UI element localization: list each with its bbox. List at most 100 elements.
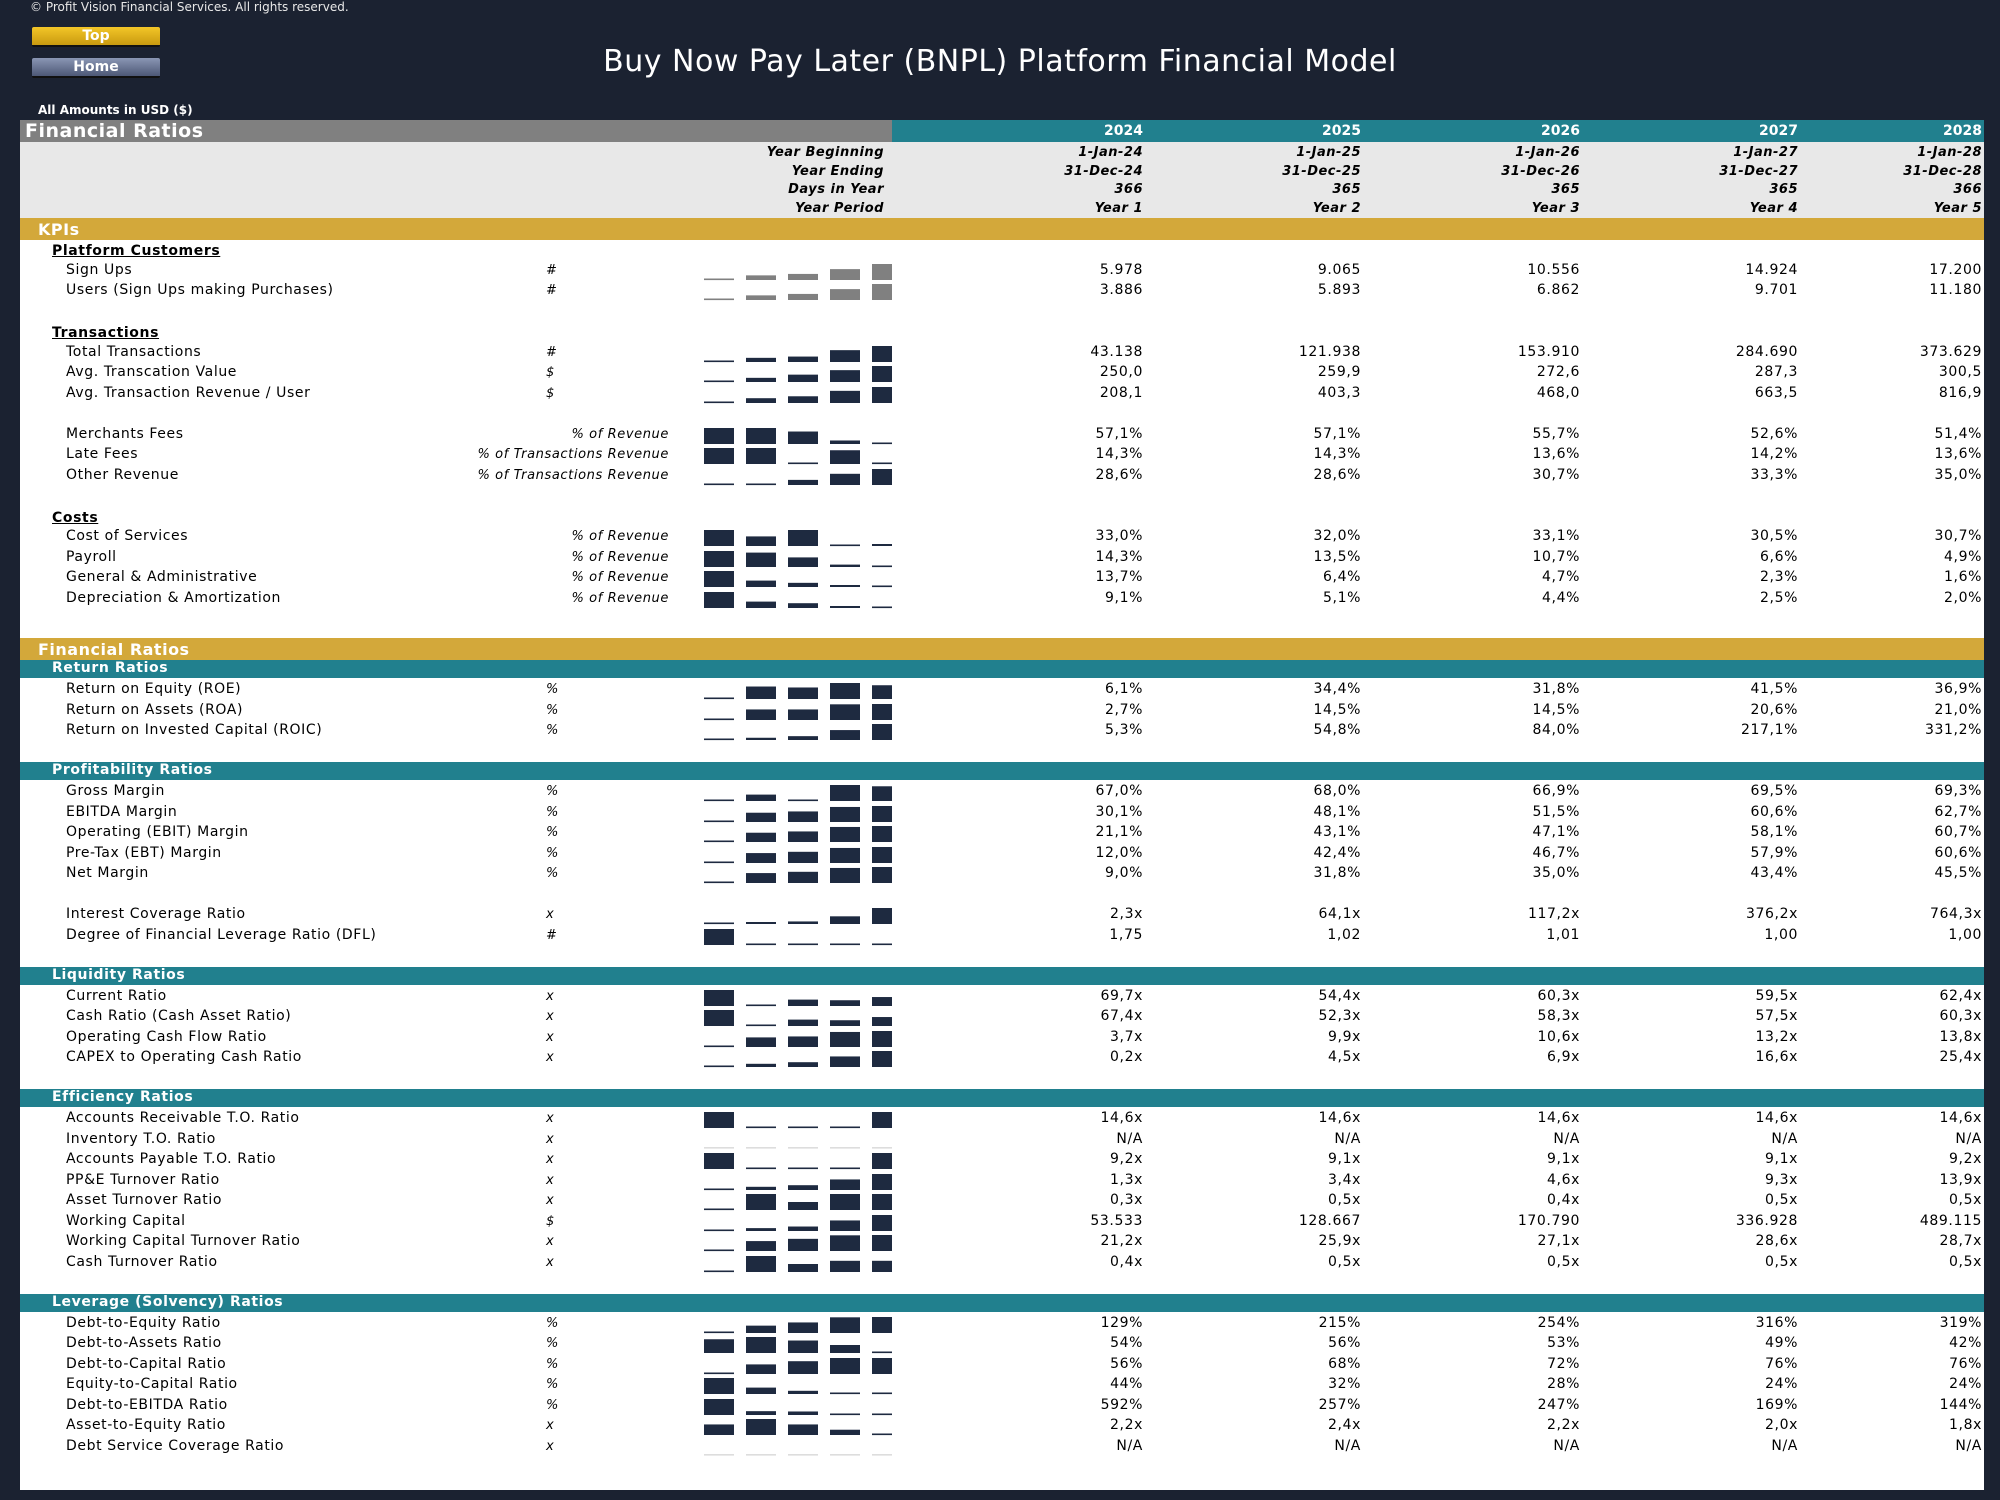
sparkline-bar [788, 799, 818, 802]
sparkline-bar [872, 826, 892, 842]
section-band-label: Financial Ratios [38, 640, 190, 659]
top-button[interactable]: Top [32, 27, 160, 47]
row-label: Avg. Transcation Value [66, 364, 238, 380]
row-label: Debt-to-Assets Ratio [66, 1335, 222, 1351]
sparkline-bar [746, 1194, 776, 1210]
value-cell: 55,7% [1532, 425, 1580, 442]
sparkline-bar [830, 1413, 860, 1415]
value-cell: 13,5% [1313, 548, 1361, 565]
group-band: Profitability Ratios [20, 762, 1984, 780]
value-cell: N/A [1955, 1130, 1982, 1147]
row-label: Pre-Tax (EBT) Margin [66, 844, 222, 861]
value-cell: 28,7x [1939, 1233, 1982, 1249]
row-unit: % [546, 723, 559, 738]
sparkline-bar [830, 605, 860, 608]
sparkline-bar [746, 1241, 776, 1251]
sparkline-bar [872, 544, 892, 546]
row-unit: x [546, 1050, 555, 1065]
period-cell: Year 2 [1312, 200, 1361, 216]
group-band-label: Profitability Ratios [52, 762, 213, 778]
value-cell: N/A [1771, 1130, 1798, 1147]
sparkline [704, 703, 892, 720]
sparkline-bar [872, 1030, 892, 1047]
sparkline-bar [746, 397, 776, 403]
value-cell: 6,1% [1105, 681, 1143, 697]
row-unit: x [546, 1172, 555, 1188]
sparkline-bar [830, 1020, 860, 1026]
sparkline-bar [788, 1062, 818, 1067]
sparkline-bar [788, 1410, 818, 1415]
home-button[interactable]: Home [32, 58, 160, 78]
sparkline-bar [746, 873, 776, 883]
sparkline-bar [872, 1316, 892, 1333]
row-unit: % [546, 825, 559, 840]
row-label: Return on Invested Capital (ROIC) [66, 722, 323, 738]
value-cell: 287,3 [1754, 364, 1798, 380]
row-label: Debt Service Coverage Ratio [66, 1437, 285, 1454]
value-cell: 31,8% [1532, 681, 1580, 697]
sparkline-bar [872, 462, 892, 465]
sparkline-bar [872, 1214, 892, 1231]
sparkline-bar [746, 832, 776, 842]
value-cell: 0,4x [1547, 1192, 1580, 1208]
value-cell: 25,9x [1318, 1233, 1361, 1249]
value-cell: 53% [1547, 1335, 1580, 1351]
sparkline-bar [872, 805, 892, 822]
row-label: CAPEX to Operating Cash Ratio [66, 1049, 302, 1065]
value-cell: 2,4x [1328, 1417, 1361, 1433]
group-band: Liquidity Ratios [20, 966, 1984, 985]
sparkline [704, 366, 892, 383]
value-cell: 62,7% [1934, 803, 1982, 820]
year-header-2026: 2026 [1541, 123, 1580, 139]
value-cell: 57,9% [1750, 844, 1798, 861]
value-cell: N/A [1955, 1437, 1982, 1454]
period-cell: 31-Dec-24 [1064, 163, 1143, 179]
period-cell: 1-Jan-25 [1296, 145, 1361, 160]
row-unit: x [546, 1254, 555, 1270]
sparkline-bar [872, 1260, 892, 1272]
sparkline-bar [746, 1036, 776, 1047]
table-row: Debt-to-EBITDA Ratio% 592% 257% 247% 169% 144… [20, 1396, 1984, 1416]
sparkline-bar [788, 943, 818, 945]
sparkline-bar [746, 1255, 776, 1272]
value-cell: 53.533 [1090, 1212, 1143, 1229]
sparkline-bar [704, 278, 734, 280]
value-cell: 64,1x [1318, 906, 1361, 922]
period-cell: Year 1 [1094, 200, 1143, 216]
row-unit: x [546, 1234, 555, 1249]
value-cell: 35,0% [1532, 865, 1580, 881]
period-row-label: Year Beginning [766, 145, 884, 160]
period-row: Year Ending 31-Dec-24 31-Dec-25 31-Dec-26 31… [20, 164, 1984, 182]
sparkline-bar [704, 738, 734, 741]
sparkline-bar [830, 450, 860, 464]
value-cell: 284.690 [1735, 343, 1798, 360]
period-header-block: Year Beginning 1-Jan-24 1-Jan-25 1-Jan-26 1-… [20, 142, 1984, 218]
period-cell: 31-Dec-27 [1719, 163, 1798, 179]
sparkline-bar [830, 1345, 860, 1353]
value-cell: 3,4x [1328, 1171, 1361, 1188]
value-cell: 250,0 [1099, 364, 1143, 380]
value-cell: 0,5x [1547, 1253, 1580, 1270]
value-cell: N/A [1116, 1437, 1143, 1454]
sparkline-bar [746, 552, 776, 567]
value-cell: 10,7% [1532, 548, 1580, 565]
value-cell: 14,3% [1095, 548, 1143, 565]
sparkline-bar [704, 1188, 734, 1190]
table-row: Debt-to-Equity Ratio% 129% 215% 254% 316% 319… [20, 1314, 1984, 1334]
row-label: EBITDA Margin [66, 803, 178, 820]
value-cell: 1,02 [1327, 926, 1361, 943]
value-cell: 43,1% [1313, 824, 1361, 840]
sparkline-bar [704, 1378, 734, 1394]
value-cell: 121.938 [1298, 343, 1361, 360]
sparkline-bar [872, 908, 892, 924]
sparkline-bar [746, 580, 776, 587]
value-cell: 14,3% [1095, 446, 1143, 462]
sparkline-bar [788, 736, 818, 740]
sparkline-bar [788, 1360, 818, 1374]
row-unit: % of Revenue [571, 590, 669, 606]
value-cell: 58,1% [1750, 824, 1798, 840]
sparkline-bar [872, 606, 892, 608]
sparkline-bar [788, 1424, 818, 1435]
value-cell: 128.667 [1298, 1212, 1361, 1229]
value-cell: 46,7% [1532, 844, 1580, 861]
